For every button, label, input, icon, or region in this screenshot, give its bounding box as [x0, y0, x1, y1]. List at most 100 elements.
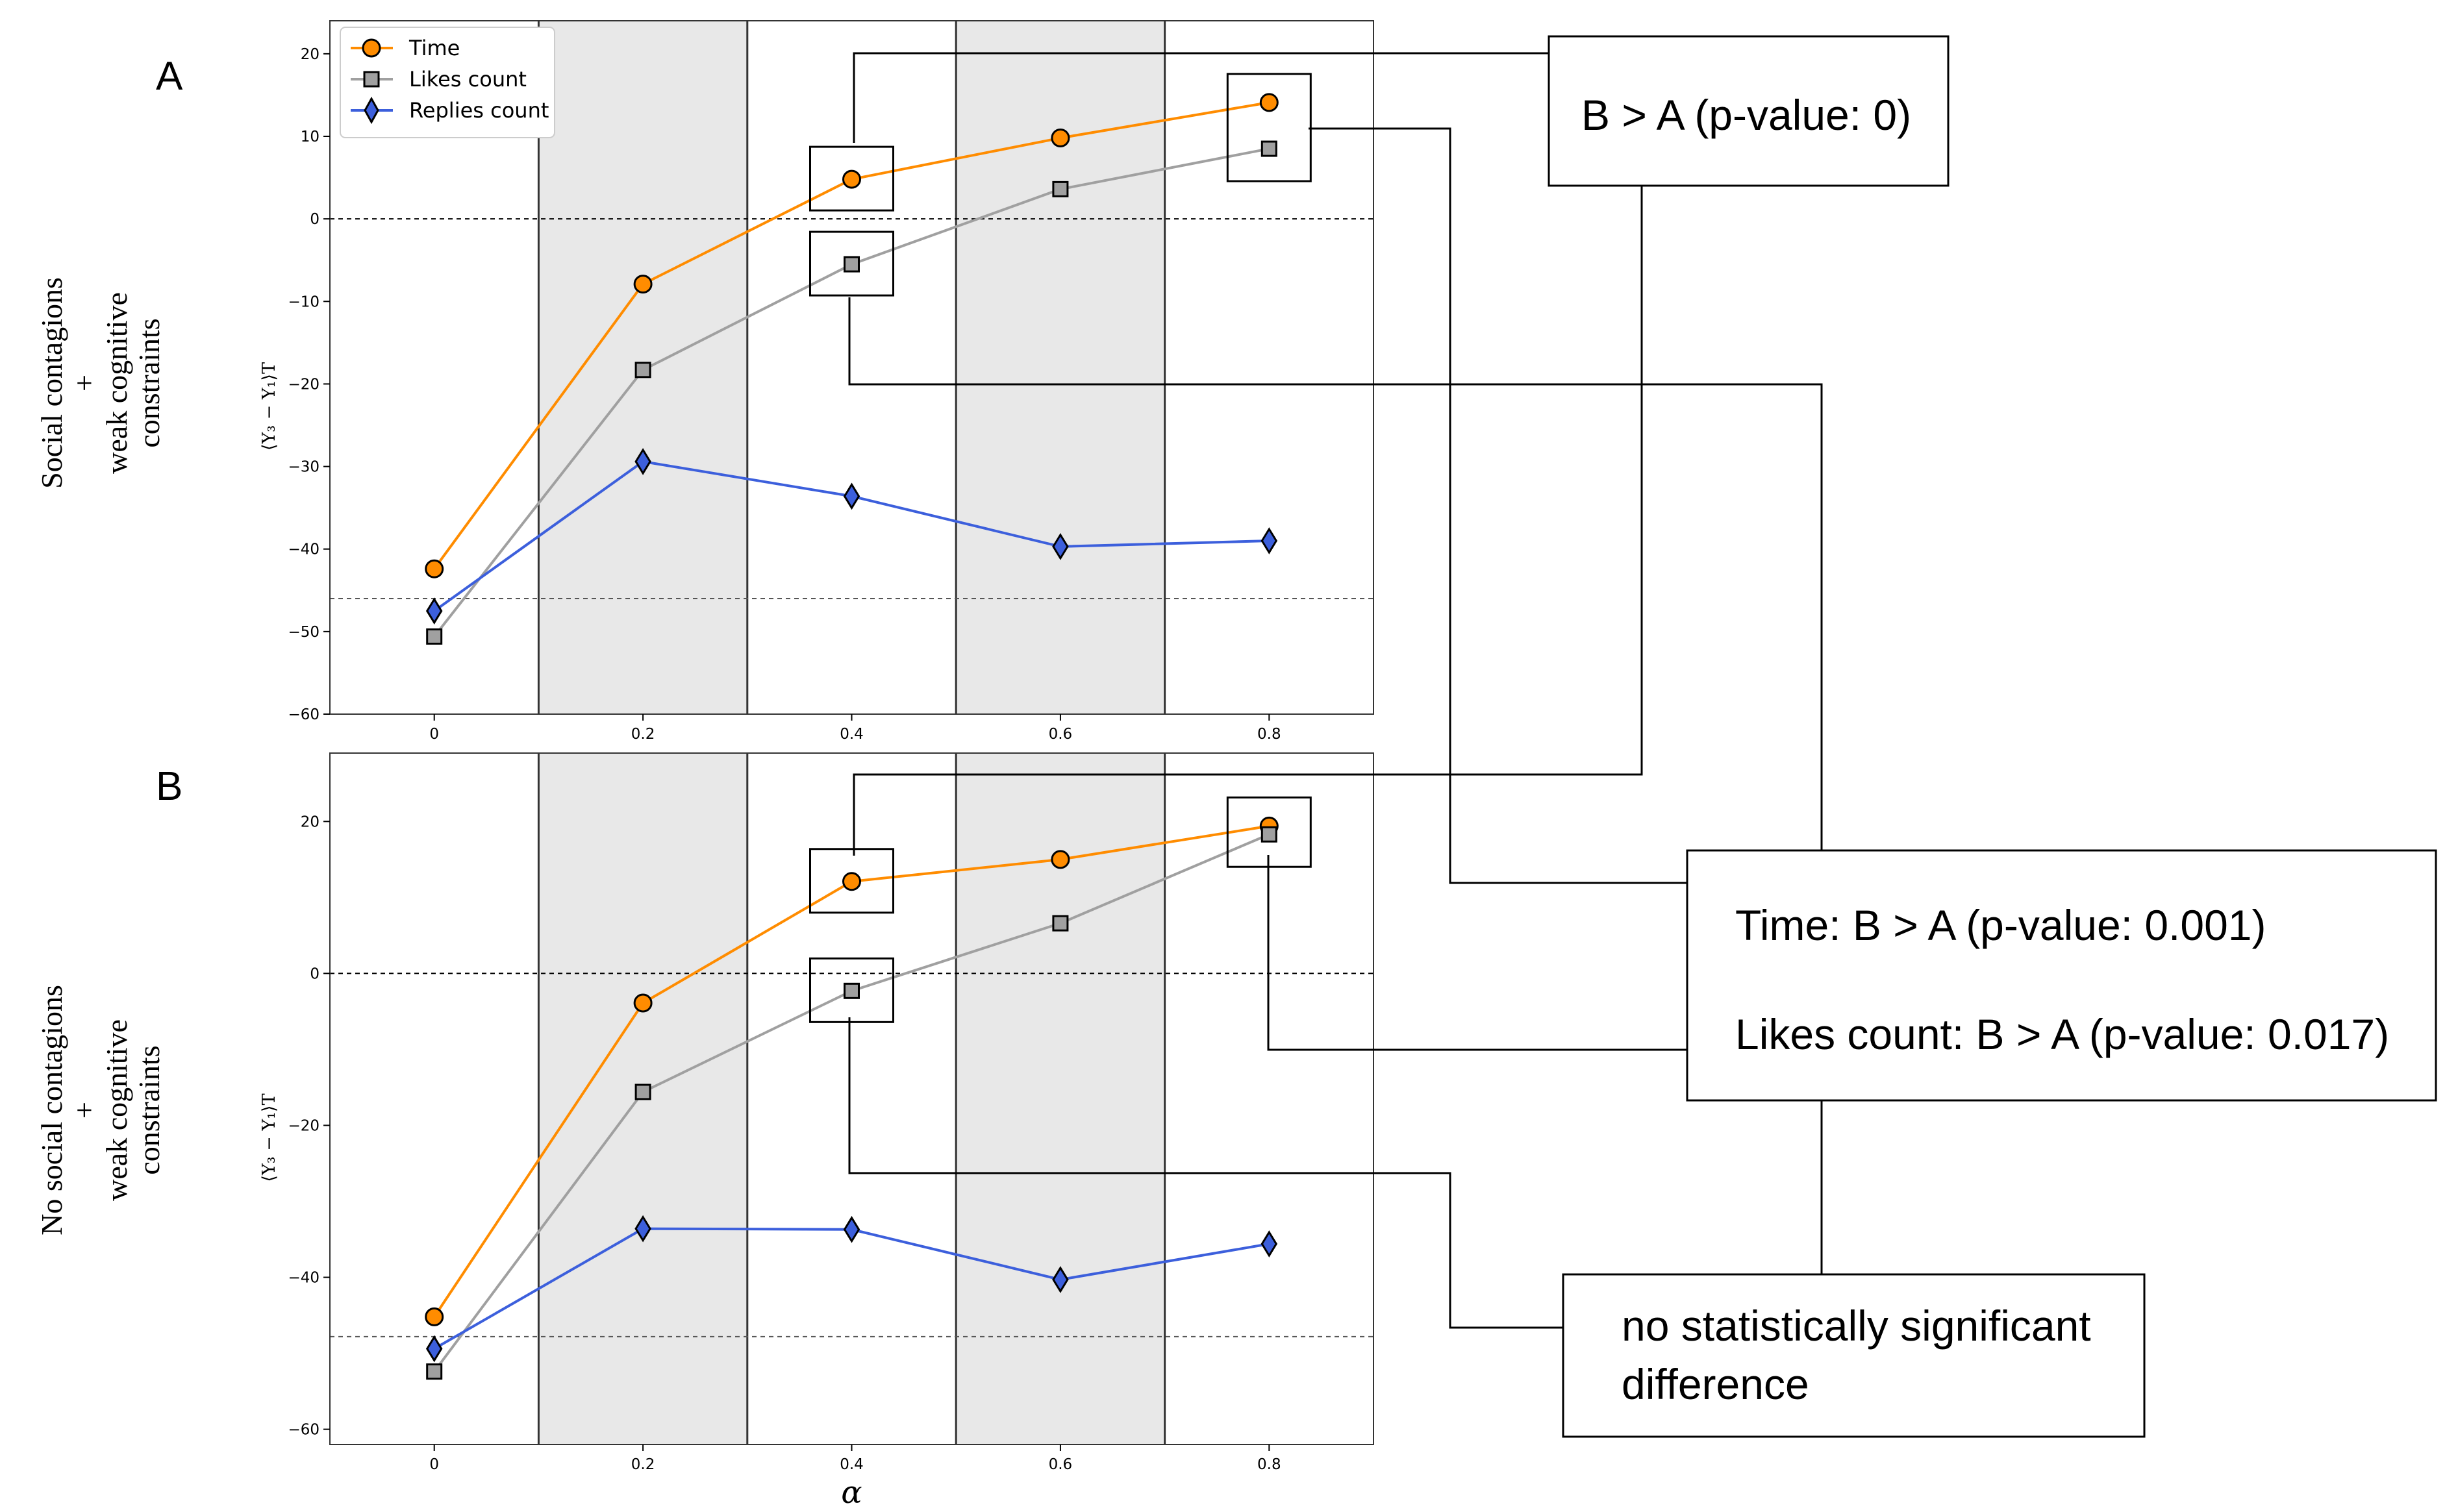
- legend: Time Likes count Replies count: [340, 27, 555, 138]
- y-axis-label: ⟨Y₃ − Y₁⟩T: [259, 362, 279, 451]
- point-replies: [1052, 1266, 1069, 1293]
- highlight-box-time-0.4: [809, 145, 894, 212]
- point-time: [425, 1307, 444, 1326]
- point-replies: [634, 448, 651, 475]
- y-tick-label: −30: [288, 459, 320, 476]
- point-replies: [843, 1215, 860, 1243]
- legend-item-replies: Replies count: [351, 96, 549, 125]
- point-replies: [425, 1335, 443, 1363]
- point-likes: [426, 628, 443, 645]
- point-time: [842, 872, 861, 891]
- row-label-top-line1: Social contagions: [35, 277, 68, 489]
- row-label-top-line4: constraints: [132, 318, 166, 447]
- x-tick-label: 0.6: [1049, 726, 1073, 743]
- x-tick-label: 0.8: [1257, 726, 1281, 743]
- point-likes: [844, 256, 860, 273]
- row-label-bottom-line4: constraints: [132, 1045, 166, 1174]
- point-replies: [1260, 527, 1278, 554]
- y-tick-label: 0: [310, 211, 320, 228]
- annotation-p3: no statistically significant difference: [1562, 1273, 2146, 1438]
- row-label-top-line3: weak cognitive: [100, 292, 133, 474]
- x-tick-label: 0.2: [631, 1456, 655, 1473]
- point-time: [1259, 93, 1279, 112]
- y-tick-label: −40: [288, 1270, 320, 1287]
- point-time: [1051, 129, 1070, 148]
- x-tick-label: 0.6: [1049, 1456, 1073, 1473]
- highlight-box-likes-0.4: [809, 230, 894, 297]
- x-tick-label: 0.4: [840, 1456, 864, 1473]
- connector-a-likes-0.4: [848, 297, 1823, 850]
- point-replies: [634, 1215, 651, 1243]
- legend-marker-time: [362, 38, 381, 58]
- legend-label-time: Time: [408, 36, 460, 60]
- annotation-p3-line1: no statistically significant: [1622, 1302, 2091, 1350]
- x-tick-label: 0.2: [631, 726, 655, 743]
- y-tick-label: 10: [301, 129, 320, 145]
- point-replies: [1052, 533, 1069, 560]
- y-axis-label: ⟨Y₃ − Y₁⟩T: [259, 1093, 279, 1182]
- y-tick-label: −50: [288, 624, 320, 641]
- connector-b-time-0.4: [853, 186, 1643, 856]
- panel-letter-b: B: [156, 764, 182, 809]
- annotation-p2-line2: Likes count: B > A (p-value: 0.017): [1735, 1010, 2389, 1058]
- point-likes: [426, 1363, 443, 1380]
- annotation-connectors: [848, 52, 1823, 1329]
- legend-item-likes: Likes count: [351, 67, 527, 92]
- y-tick-label: 0: [310, 965, 320, 982]
- row-label-top-line2: +: [68, 375, 101, 391]
- annotation-p3-box: [1562, 1273, 2146, 1438]
- point-replies: [425, 597, 443, 625]
- point-likes: [634, 1084, 651, 1100]
- row-label-top: Social contagions + weak cognitive const…: [35, 277, 166, 489]
- point-likes: [634, 362, 651, 378]
- x-axis-label: α: [841, 1474, 862, 1511]
- point-time: [633, 993, 653, 1013]
- annotation-p1: B > A (p-value: 0): [1548, 35, 1950, 187]
- point-likes: [844, 982, 860, 999]
- annotation-p2-box: [1686, 849, 2437, 1102]
- annotation-p3-line2: difference: [1622, 1360, 1809, 1408]
- legend-label-likes: Likes count: [409, 67, 527, 92]
- highlight-box-time-0.4: [809, 848, 894, 914]
- connector-a-0.8: [1309, 127, 1687, 884]
- annotation-p2: Time: B > A (p-value: 0.001) Likes count…: [1686, 849, 2437, 1102]
- annotation-p1-text: B > A (p-value: 0): [1581, 91, 1911, 139]
- connector-b-likes-0.4: [848, 1017, 1563, 1329]
- x-tick-label: 0.8: [1257, 1456, 1281, 1473]
- annotation-p2-line1: Time: B > A (p-value: 0.001): [1735, 901, 2266, 949]
- point-time: [842, 169, 861, 189]
- row-label-bottom-line3: weak cognitive: [100, 1019, 133, 1201]
- point-replies: [843, 482, 860, 510]
- highlight-box-likes-0.4: [809, 957, 894, 1023]
- point-time: [633, 275, 653, 294]
- y-tick-label: 20: [301, 813, 320, 830]
- point-time: [1051, 850, 1070, 869]
- legend-marker-replies: [364, 96, 379, 125]
- legend-label-replies: Replies count: [409, 98, 549, 123]
- chart-panel-b: 20 0 −20 −40 −60 0 0.2 0.4 0.6 0.8 ⟨Y₃ − Y₁⟩T α: [259, 752, 1374, 1511]
- point-replies: [1260, 1230, 1278, 1258]
- row-label-bottom-line1: No social contagions: [35, 985, 68, 1235]
- x-tick-label: 0: [429, 726, 439, 743]
- point-time: [425, 559, 444, 578]
- point-likes: [1052, 180, 1069, 197]
- point-likes: [1260, 140, 1277, 157]
- panel-letter-a: A: [156, 54, 183, 99]
- y-tick-label: −10: [288, 293, 320, 310]
- point-likes: [1260, 826, 1277, 843]
- y-tick-label: −20: [288, 1117, 320, 1134]
- y-tick-label: −60: [288, 706, 320, 723]
- annotation-p1-box: [1548, 35, 1950, 187]
- row-label-bottom-line2: +: [68, 1102, 101, 1119]
- y-tick-label: −40: [288, 541, 320, 558]
- row-label-bottom: No social contagions + weak cognitive co…: [35, 985, 166, 1235]
- y-tick-label: −60: [288, 1422, 320, 1439]
- x-tick-label: 0.4: [840, 726, 864, 743]
- connector-a-time-0.4: [853, 52, 1549, 143]
- point-likes: [1052, 915, 1069, 932]
- highlight-box-0.8: [1226, 73, 1312, 182]
- connector-b-likes-0.8: [1267, 855, 1687, 1051]
- chart-panel-a: 20 10 0 −10 −20 −30 −40 −50 −60 0 0.2 0.4 0.6 0.8 ⟨Y₃ …: [259, 20, 1374, 743]
- y-tick-label: 20: [301, 46, 320, 63]
